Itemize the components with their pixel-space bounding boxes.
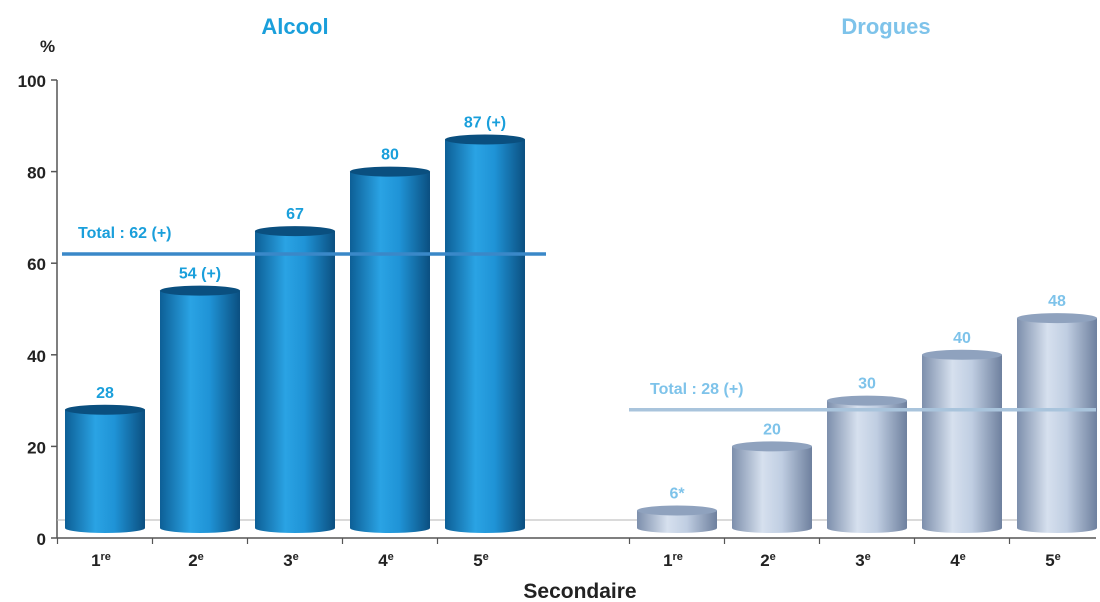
y-tick-label: 40	[27, 347, 46, 366]
bar-cap	[65, 404, 145, 415]
x-tick-label: 1re	[663, 551, 683, 570]
bar-value-label: 20	[763, 421, 781, 438]
x-tick-label: 4e	[950, 551, 966, 570]
bar-cap	[1017, 313, 1097, 324]
bar-cap	[922, 349, 1002, 360]
bar-base	[637, 523, 717, 533]
group-title: Drogues	[841, 14, 930, 39]
bar-base	[922, 523, 1002, 533]
bar-value-label: 54 (+)	[179, 266, 221, 283]
bar	[827, 400, 907, 528]
y-tick-label: 0	[37, 530, 46, 549]
y-unit-label: %	[40, 37, 55, 56]
bar-cap	[637, 505, 717, 516]
bar-value-label: 40	[953, 330, 971, 347]
bar-base	[1017, 523, 1097, 533]
labels: 0 20 40 60 80 100% Alcool 28 1re 54 (+) 2e 67 3e 80 4e…	[18, 14, 1066, 602]
bar-base	[732, 523, 812, 533]
bar	[160, 290, 240, 528]
bar-value-label: 67	[286, 206, 304, 223]
x-axis-title: Secondaire	[523, 580, 636, 602]
group-title: Alcool	[261, 14, 328, 39]
y-tick-label: 100	[18, 72, 46, 91]
bar-value-label: 30	[858, 376, 876, 393]
bar-base	[65, 523, 145, 533]
bar-cap	[732, 441, 812, 452]
total-label: Total : 28 (+)	[650, 381, 744, 398]
bar-cap	[445, 134, 525, 145]
bar-value-label: 80	[381, 147, 399, 164]
bar	[255, 231, 335, 528]
bar-value-label: 48	[1048, 293, 1066, 310]
x-tick-label: 2e	[760, 551, 776, 570]
y-tick-label: 60	[27, 255, 46, 274]
bar	[445, 139, 525, 529]
bar	[350, 171, 430, 528]
x-tick-label: 2e	[188, 551, 204, 570]
bars	[62, 134, 1097, 533]
series-alcool	[62, 134, 546, 533]
x-tick-label: 5e	[473, 551, 489, 570]
bar-cap	[827, 395, 907, 406]
y-tick-label: 80	[27, 164, 46, 183]
bar	[1017, 318, 1097, 528]
x-tick-label: 1re	[91, 551, 111, 570]
bar-cap	[160, 285, 240, 296]
x-tick-label: 3e	[283, 551, 299, 570]
series-drogues	[629, 313, 1097, 533]
x-tick-label: 4e	[378, 551, 394, 570]
bar	[922, 354, 1002, 528]
bar-value-label: 87 (+)	[464, 115, 506, 132]
bar	[637, 510, 717, 528]
x-tick-label: 3e	[855, 551, 871, 570]
bar-cap	[255, 226, 335, 237]
y-tick-label: 20	[27, 438, 46, 457]
bar-base	[445, 523, 525, 533]
bar-base	[827, 523, 907, 533]
total-label: Total : 62 (+)	[78, 225, 172, 242]
bar-base	[350, 523, 430, 533]
bar-base	[255, 523, 335, 533]
x-tick-label: 5e	[1045, 551, 1061, 570]
bar-cap	[350, 166, 430, 177]
bar	[732, 446, 812, 528]
bar	[65, 409, 145, 528]
bar-base	[160, 523, 240, 533]
bar-value-label: 28	[96, 385, 114, 402]
bar-value-label: 6*	[669, 486, 685, 503]
